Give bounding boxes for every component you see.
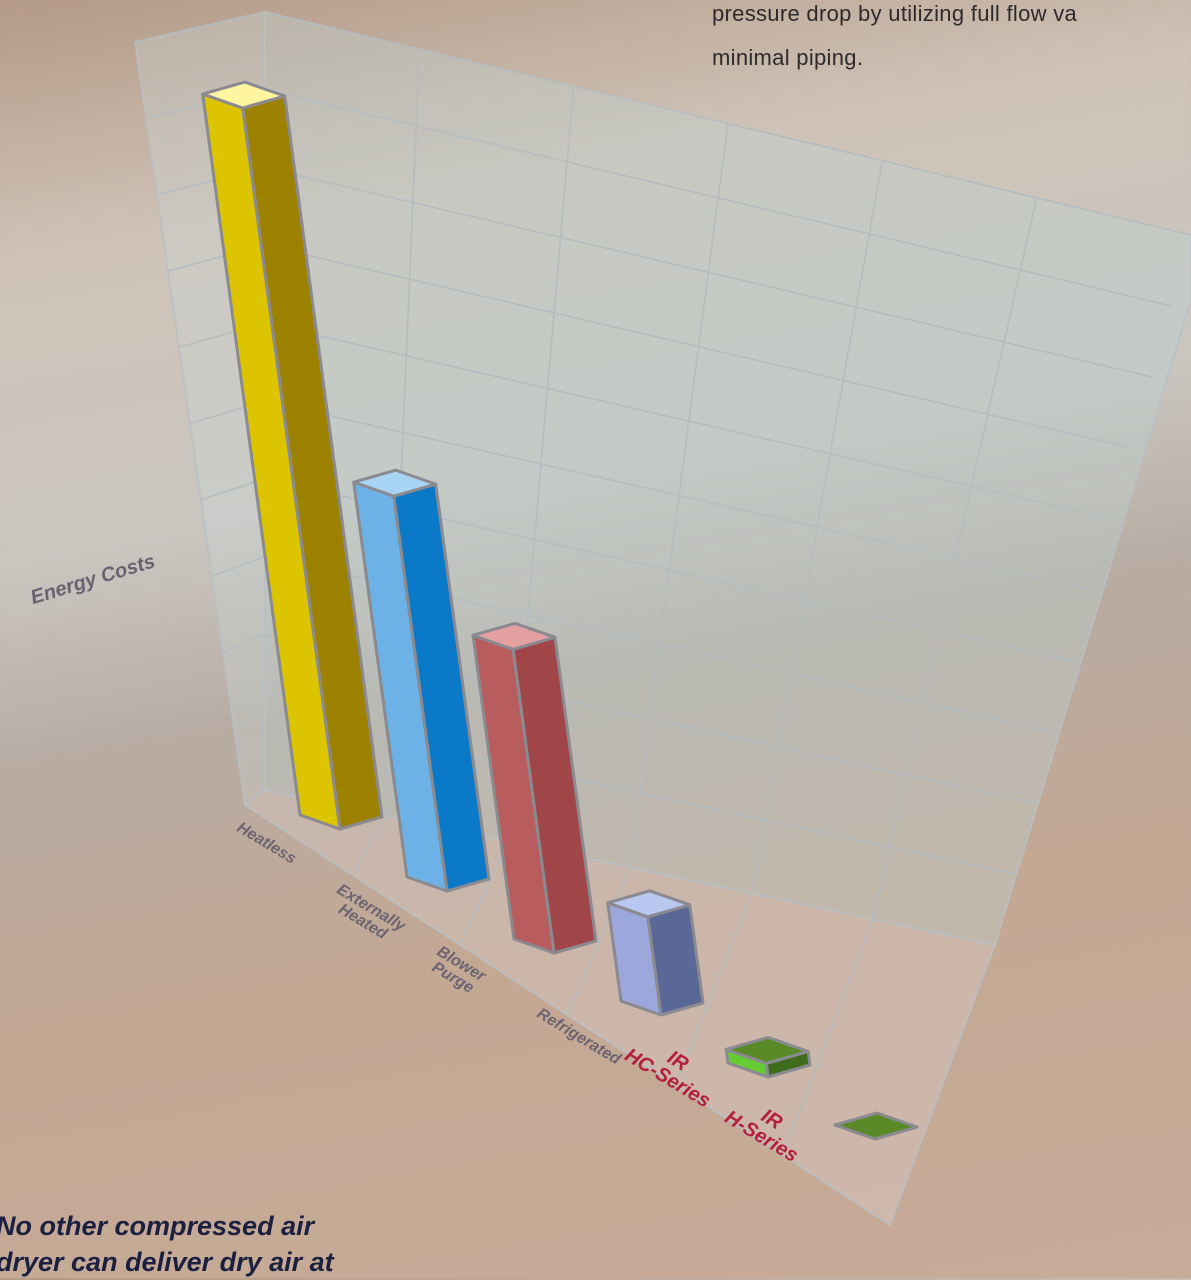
callout: No other compressed air dryer can delive… — [0, 1208, 334, 1280]
chart — [0, 0, 1191, 1278]
page: pressure drop by utilizing full flow va … — [0, 0, 1191, 1278]
